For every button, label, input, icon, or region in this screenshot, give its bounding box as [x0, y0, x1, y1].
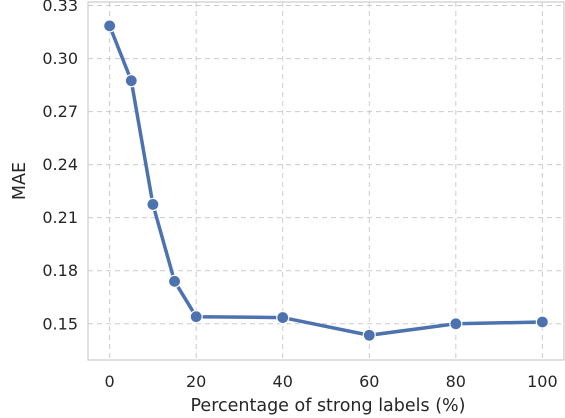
x-tick-label: 40 — [273, 372, 293, 391]
y-tick-label: 0.21 — [42, 208, 78, 227]
x-tick-label: 20 — [186, 372, 206, 391]
data-point — [276, 310, 290, 325]
data-point — [362, 328, 376, 342]
x-axis-label: Percentage of strong labels (%) — [191, 396, 466, 416]
series-layer — [103, 19, 549, 342]
grid-lines — [88, 2, 564, 360]
y-tick-label: 0.15 — [42, 314, 78, 333]
x-tick-label: 0 — [105, 372, 115, 391]
y-tick-label: 0.30 — [42, 49, 78, 68]
data-point — [189, 310, 203, 324]
data-point — [146, 197, 160, 212]
data-point — [449, 317, 463, 331]
data-point — [167, 274, 182, 288]
y-tick-labels: 0.15 0.18 0.21 0.24 0.27 0.30 0.33 — [42, 0, 78, 333]
x-tick-label: 80 — [446, 372, 466, 391]
series-line — [107, 24, 545, 337]
y-tick-label: 0.24 — [42, 155, 78, 174]
data-point — [124, 74, 138, 88]
plot-frame — [87, 1, 565, 361]
y-tick-label: 0.33 — [42, 0, 78, 15]
y-axis-label: MAE — [10, 162, 30, 200]
y-tick-label: 0.18 — [42, 261, 78, 280]
x-tick-label: 60 — [359, 372, 379, 391]
y-tick-label: 0.27 — [42, 102, 78, 121]
x-tick-label: 100 — [527, 372, 558, 391]
x-tick-labels: 0 20 40 60 80 100 — [105, 372, 558, 391]
data-point — [103, 19, 117, 33]
data-point — [535, 315, 549, 329]
